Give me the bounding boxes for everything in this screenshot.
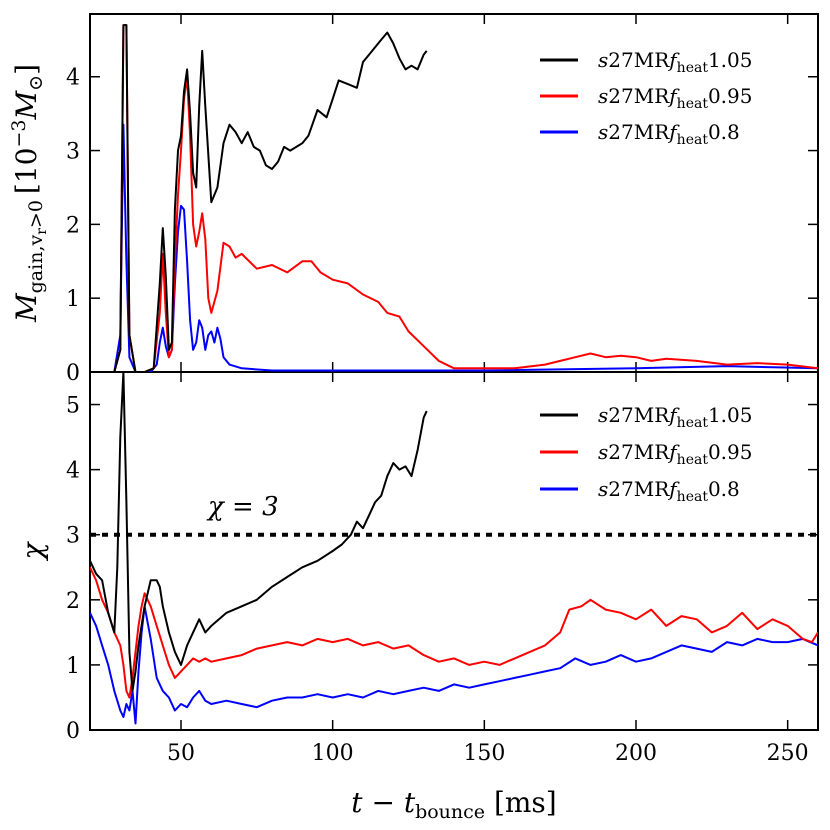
top-ytick-label: 0 (66, 361, 80, 386)
bot-ytick-label: 0 (66, 719, 80, 744)
bot-xtick-label: 50 (167, 741, 195, 766)
bottom-y-axis-label: χ (16, 540, 49, 561)
bottom-series-group (90, 372, 818, 725)
bottom-panel-frame (89, 371, 819, 731)
top-legend-label-0.95: s27MRfheat0.95 (598, 84, 752, 112)
top-ytick-label: 4 (66, 66, 80, 91)
top-legend: s27MRfheat1.05 s27MRfheat0.95 s27MRfheat… (540, 48, 752, 148)
top-series-line-0.8 (90, 123, 818, 372)
bottom-legend-label-0.8: s27MRfheat0.8 (598, 477, 740, 505)
bot-ytick-label: 5 (66, 394, 80, 419)
bot-ytick-label: 3 (66, 524, 80, 549)
top-legend-label-1.05: s27MRfheat1.05 (598, 48, 752, 76)
bottom-series-line-0.95 (90, 566, 818, 699)
top-ytick-label: 3 (66, 140, 80, 165)
top-series-line-0.95 (90, 24, 818, 372)
bottom-panel-ticks: 0 1 2 3 4 5 50 100 150 200 250 (66, 372, 818, 766)
bottom-legend-label-0.95: s27MRfheat0.95 (598, 440, 752, 468)
bot-xtick-label: 100 (312, 741, 354, 766)
x-axis-label: t − tbounce [ms] (351, 786, 556, 823)
top-series-line-1.05 (90, 24, 428, 372)
bot-xtick-label: 200 (615, 741, 657, 766)
top-legend-label-0.8: s27MRfheat0.8 (598, 120, 740, 148)
chi-3-annotation: χ = 3 (206, 492, 279, 522)
top-y-axis-label: Mgain,vr>0[10−3M⊙] (8, 64, 50, 323)
bottom-legend-label-1.05: s27MRfheat1.05 (598, 403, 752, 431)
top-ytick-label: 2 (66, 213, 80, 238)
bottom-series-line-1.05 (90, 372, 428, 692)
bottom-legend: s27MRfheat1.05 s27MRfheat0.95 s27MRfheat… (540, 403, 752, 505)
bot-ytick-label: 4 (66, 459, 80, 484)
top-panel-ticks: 0 1 2 3 4 (66, 14, 818, 386)
bot-ytick-label: 2 (66, 589, 80, 614)
bot-ytick-label: 1 (66, 654, 80, 679)
bot-xtick-label: 150 (463, 741, 505, 766)
bottom-series-line-0.8 (90, 605, 818, 725)
bot-xtick-label: 250 (767, 741, 809, 766)
top-series-group (90, 24, 818, 372)
top-ytick-label: 1 (66, 287, 80, 312)
